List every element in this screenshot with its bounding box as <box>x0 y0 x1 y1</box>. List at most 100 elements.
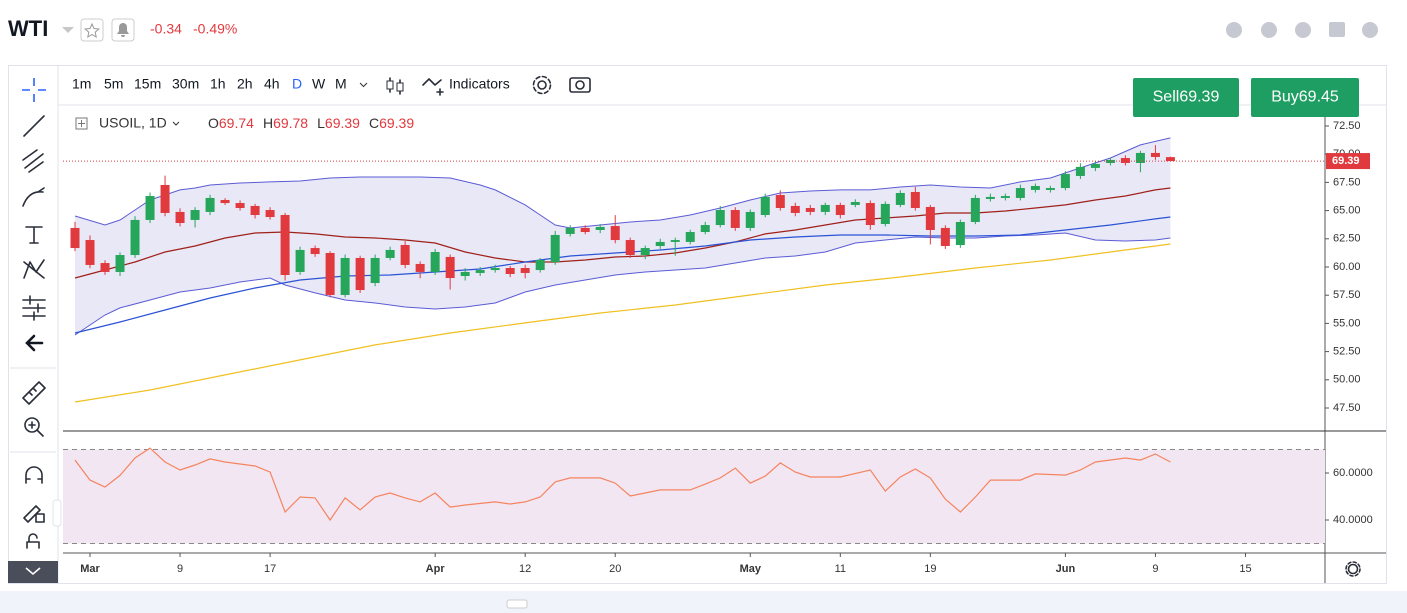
settings-icon-teeth <box>532 75 552 95</box>
candle-body <box>370 257 380 284</box>
symbol-caret[interactable] <box>62 27 74 33</box>
icon[interactable] <box>1329 22 1345 37</box>
x-tick-label: 9 <box>1152 563 1158 575</box>
interval-button[interactable]: 1m <box>72 76 91 92</box>
candle-body <box>400 244 410 265</box>
candle-body <box>610 226 620 241</box>
x-tick-label: 17 <box>264 563 276 575</box>
candle-body <box>565 227 575 234</box>
candle-body <box>955 221 965 245</box>
candle-body <box>805 207 815 212</box>
resize-handle[interactable] <box>506 599 528 609</box>
zoom-tool[interactable] <box>24 417 40 433</box>
interval-button[interactable]: D <box>292 76 302 92</box>
icon[interactable] <box>1295 22 1311 38</box>
candle-body <box>1090 163 1100 168</box>
candle-body <box>190 210 200 220</box>
candle-icon <box>386 80 394 90</box>
buy-button[interactable] <box>1251 78 1359 117</box>
x-tick-label: 19 <box>924 563 936 575</box>
settings-icon[interactable] <box>537 80 547 90</box>
y-tick-label: 40.0000 <box>1333 514 1373 526</box>
more-tools[interactable] <box>8 561 58 583</box>
axis-settings[interactable] <box>1347 563 1359 575</box>
candle-body <box>385 249 395 258</box>
y-tick-label: 55.00 <box>1333 317 1361 329</box>
ruler-tool[interactable] <box>22 381 46 405</box>
candle-body <box>415 263 425 272</box>
y-tick-label: 65.00 <box>1333 204 1361 216</box>
magnet-tool[interactable] <box>25 466 43 484</box>
interval-button[interactable]: 2h <box>237 76 253 92</box>
zoom-tool-detail <box>28 421 44 437</box>
sell-button[interactable] <box>1133 78 1239 117</box>
bollinger-lower <box>74 232 1171 336</box>
y-tick-label: 47.50 <box>1333 402 1361 414</box>
screenshot-icon[interactable] <box>569 77 591 93</box>
interval-button[interactable]: W <box>312 76 326 92</box>
candle-body <box>325 253 335 295</box>
candle-body <box>160 184 170 213</box>
pattern-tool[interactable] <box>23 259 45 279</box>
interval-button[interactable]: 4h <box>264 76 280 92</box>
price-label: 69.39 <box>1332 155 1360 167</box>
candle-body <box>145 196 155 220</box>
x-tick-label: 12 <box>519 563 531 575</box>
interval-caret <box>359 82 368 88</box>
back-tool[interactable] <box>25 334 44 352</box>
lock-tool[interactable] <box>26 533 40 549</box>
candle-body <box>265 210 275 218</box>
candle-body <box>1165 157 1175 162</box>
interval-button[interactable]: 15m <box>134 76 161 92</box>
candle-body <box>430 251 440 272</box>
trend-line-tool[interactable] <box>23 115 45 137</box>
interval-button[interactable]: 1h <box>210 76 226 92</box>
legend-key: L <box>317 115 325 131</box>
brush-tool[interactable] <box>22 187 45 207</box>
candle-body <box>130 219 140 256</box>
x-tick-label: Mar <box>80 563 100 575</box>
candle-body <box>475 270 485 273</box>
x-tick-label: May <box>740 563 762 575</box>
candle-body <box>1060 174 1070 189</box>
collapse-handle[interactable] <box>52 499 62 527</box>
indicators-button[interactable]: Indicators <box>449 76 510 92</box>
candle-body <box>340 257 350 295</box>
bottom-bar <box>0 591 1407 613</box>
measure-tool[interactable] <box>22 295 46 321</box>
candle-body <box>355 257 365 291</box>
y-tick-label: 52.50 <box>1333 346 1361 358</box>
y-tick-label: 60.0000 <box>1333 467 1373 479</box>
candle-body <box>1150 152 1160 158</box>
chart-style-button[interactable] <box>386 77 404 95</box>
candle-body <box>310 248 320 255</box>
candle-body <box>685 232 695 242</box>
legend-caret[interactable] <box>172 121 180 126</box>
lock-draw-tool[interactable] <box>23 505 45 523</box>
interval-button[interactable]: M <box>335 76 347 92</box>
candle-body <box>1000 196 1010 198</box>
legend-expand[interactable] <box>75 117 88 130</box>
x-tick-label: 9 <box>177 563 183 575</box>
interval-button[interactable]: 30m <box>172 76 199 92</box>
indicators-icon <box>422 78 444 96</box>
candle-body <box>1030 185 1040 190</box>
icon[interactable] <box>1226 22 1242 38</box>
candle-body <box>1045 188 1055 190</box>
icon[interactable] <box>1261 22 1277 38</box>
icon[interactable] <box>1362 22 1378 38</box>
favorite-button[interactable] <box>80 18 104 42</box>
candle-body <box>925 206 935 230</box>
alert-button[interactable] <box>111 18 135 42</box>
candle-body <box>295 249 305 272</box>
text-tool[interactable] <box>25 226 43 244</box>
interval-button[interactable]: 5m <box>104 76 123 92</box>
candle-body <box>550 234 560 263</box>
candle-body <box>715 210 725 226</box>
candle-body <box>115 255 125 272</box>
fib-tool[interactable] <box>22 149 44 173</box>
rsi-line <box>74 447 1171 522</box>
candle-body <box>1120 158 1130 163</box>
bollinger-upper <box>74 137 1171 229</box>
crosshair-tool[interactable] <box>22 78 46 102</box>
